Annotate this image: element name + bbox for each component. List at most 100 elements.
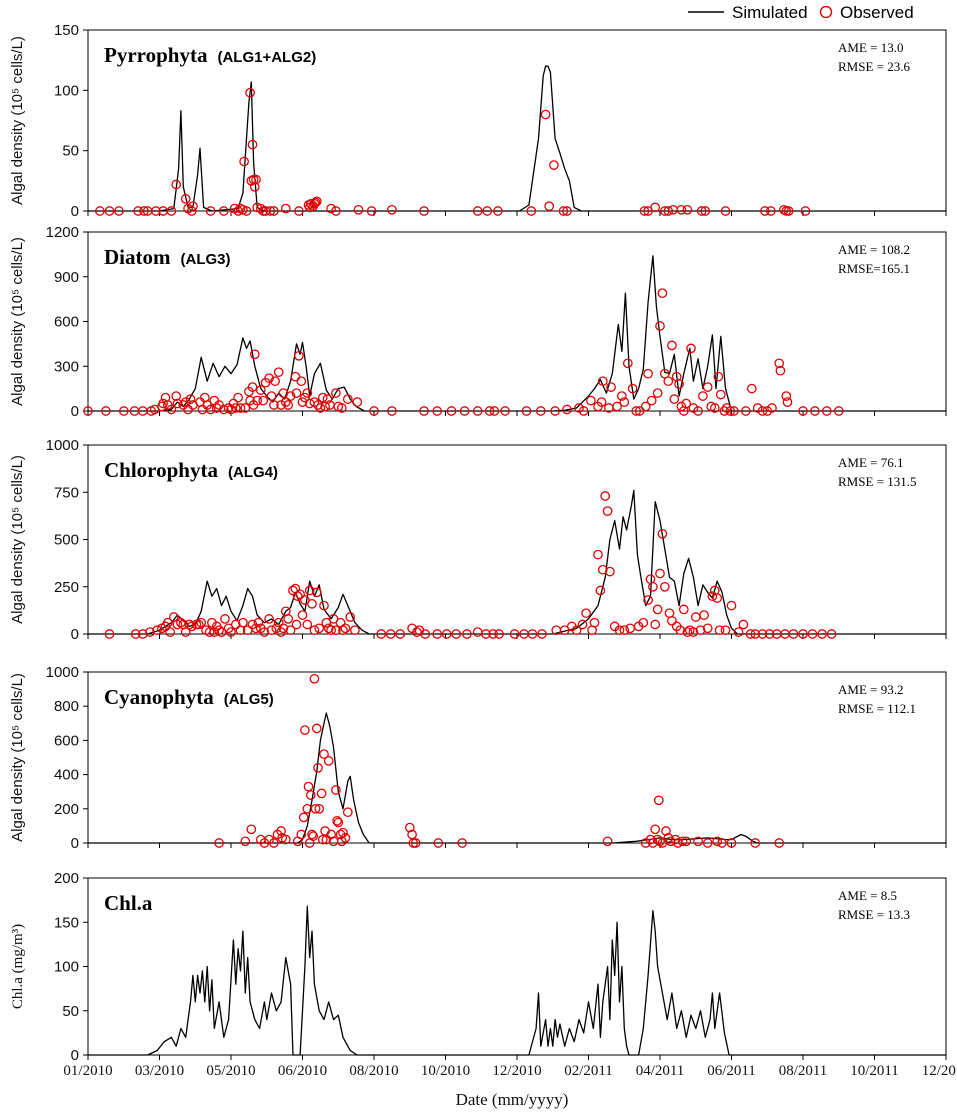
observed-point — [151, 206, 161, 216]
observed-point — [285, 391, 296, 401]
observed-point — [720, 206, 731, 216]
observed-point — [118, 406, 129, 416]
observed-point — [273, 367, 284, 378]
observed-point — [230, 619, 241, 630]
y-tick-label: 50 — [62, 1003, 79, 1020]
observed-point — [259, 627, 270, 637]
observed-point — [595, 585, 606, 596]
observed-point — [269, 838, 279, 848]
y-tick-label: 750 — [54, 484, 79, 501]
observed-point — [303, 781, 314, 792]
observed-point — [240, 836, 251, 847]
observed-point — [493, 206, 503, 216]
observed-point — [283, 400, 294, 410]
rmse-stat: RMSE = 131.5 — [838, 474, 916, 489]
panel-title: Chl.a — [104, 891, 153, 915]
observed-point — [302, 388, 313, 398]
x-tick-label: 12/2011 — [922, 1063, 957, 1079]
observed-point — [305, 198, 316, 209]
x-tick-label: 10/2011 — [850, 1063, 899, 1079]
observed-point — [309, 673, 320, 684]
observed-point — [280, 834, 291, 845]
observed-point — [577, 619, 588, 630]
observed-point — [104, 206, 115, 216]
observed-point — [696, 206, 707, 216]
y-tick-label: 1000 — [46, 664, 79, 681]
observed-point — [314, 623, 325, 634]
observed-point — [239, 156, 249, 167]
observed-point — [317, 834, 328, 845]
observed-point — [619, 397, 630, 407]
observed-point — [294, 350, 304, 361]
observed-point — [578, 406, 589, 416]
observed-point — [729, 406, 739, 416]
observed-point — [690, 612, 701, 622]
observed-point — [589, 617, 600, 628]
panel-4: 0 200 400 600 800 1000 Algal density (10⁵ cell… — [9, 664, 947, 852]
observed-point — [218, 404, 229, 415]
observed-point — [165, 627, 176, 637]
y-tick-label: 150 — [54, 22, 79, 39]
observed-point — [549, 160, 559, 170]
y-tick-label: 300 — [54, 358, 79, 375]
observed-point — [774, 358, 785, 369]
observed-point — [230, 403, 241, 413]
observed-point — [291, 619, 302, 630]
observed-point — [667, 615, 677, 626]
observed-point — [762, 406, 773, 416]
observed-point — [326, 625, 336, 636]
observed-point — [457, 838, 468, 848]
observed-point — [419, 406, 429, 416]
y-tick-label: 0 — [71, 203, 79, 220]
y-axis-label: Algal density (10⁵ cells/L) — [9, 673, 26, 842]
panel-subtitle: (ALG3) — [181, 251, 231, 268]
observed-point — [214, 625, 224, 636]
observed-point — [255, 385, 266, 395]
x-tick-label: 06/2011 — [707, 1063, 756, 1079]
observed-point — [188, 201, 198, 212]
observed-point — [481, 629, 491, 639]
observed-point — [544, 201, 555, 212]
panel-frame — [87, 671, 947, 844]
observed-point — [526, 206, 537, 216]
panel-title: Pyrrophyta — [104, 43, 208, 67]
observed-point — [597, 376, 608, 387]
observed-point — [788, 629, 799, 639]
observed-point — [387, 204, 397, 215]
y-axis-label: Algal density (10⁵ cells/L) — [9, 455, 26, 624]
observed-point — [638, 617, 649, 628]
observed-point — [366, 206, 377, 216]
panel-3: 0 250 500 750 1000 Algal density (10⁵ cells/L… — [9, 437, 947, 643]
observed-point — [283, 614, 294, 624]
observed-point — [738, 619, 749, 630]
observed-point — [218, 206, 229, 216]
observed-point — [648, 581, 658, 592]
observed-point — [211, 403, 222, 413]
x-tick-label: 05/2010 — [206, 1063, 255, 1079]
observed-point — [290, 371, 301, 382]
observed-point — [186, 621, 197, 632]
observed-point — [521, 406, 532, 416]
observed-point — [114, 206, 124, 216]
observed-point — [826, 629, 837, 639]
observed-point — [333, 817, 344, 828]
observed-point — [627, 383, 638, 394]
observed-point — [715, 389, 726, 400]
observed-point — [693, 836, 703, 847]
observed-point — [280, 203, 291, 214]
observed-point — [352, 397, 363, 407]
observed-point — [95, 206, 105, 216]
observed-point — [404, 822, 415, 833]
observed-point — [270, 376, 280, 387]
observed-point — [639, 206, 650, 216]
observed-point — [323, 756, 334, 766]
observed-point — [657, 288, 668, 299]
observed-point — [145, 627, 155, 637]
observed-point — [251, 174, 261, 185]
observed-point — [757, 406, 768, 416]
observed-point — [535, 406, 546, 416]
rmse-stat: RMSE = 23.6 — [838, 59, 910, 74]
observed-point — [821, 406, 832, 416]
simulated-series-line — [88, 65, 946, 212]
